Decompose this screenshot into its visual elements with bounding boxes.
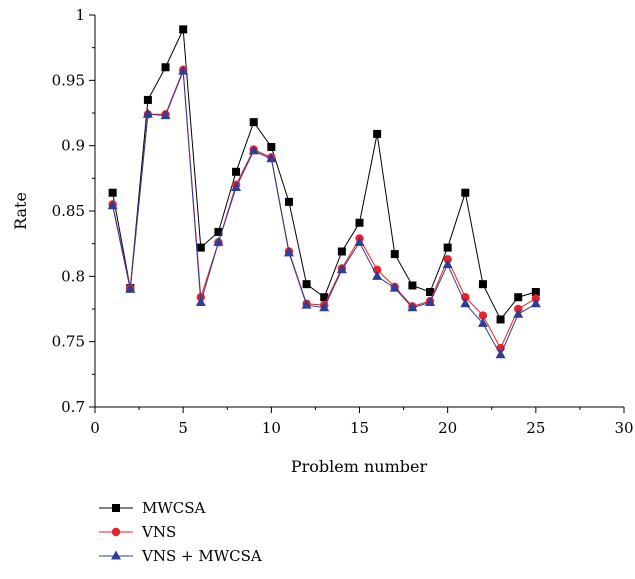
- x-tick-label: 30: [614, 419, 633, 437]
- data-point: [107, 200, 118, 210]
- y-tick-label: 0.7: [61, 398, 85, 416]
- data-point: [232, 167, 241, 176]
- series-square: [108, 25, 540, 324]
- data-point: [337, 247, 346, 256]
- y-tick-label: 0.8: [61, 267, 85, 285]
- data-point: [372, 270, 383, 280]
- data-point: [284, 197, 293, 206]
- legend-entry: VNS: [99, 523, 176, 541]
- legend: MWCSA VNS VNS + MWCSA: [99, 499, 262, 565]
- x-tick-label: 20: [438, 419, 457, 437]
- data-point: [108, 188, 117, 197]
- data-point: [178, 65, 189, 75]
- axes: 0 5 10 15 20 25 30 0.7 0.75 0.8 0.85 0.9 0.95 1: [52, 6, 634, 437]
- legend-marker: [111, 527, 121, 537]
- x-axis-title: Problem number: [291, 457, 428, 476]
- legend-label: VNS + MWCSA: [141, 547, 262, 565]
- data-point: [354, 236, 365, 246]
- data-point: [283, 247, 294, 257]
- data-point: [425, 296, 436, 306]
- data-point: [142, 108, 153, 118]
- data-point: [355, 218, 364, 227]
- data-point: [513, 308, 524, 318]
- data-point: [407, 302, 418, 312]
- x-tick-label: 15: [350, 419, 369, 437]
- data-point: [408, 281, 417, 290]
- data-point: [514, 293, 523, 302]
- data-point: [373, 129, 382, 138]
- series-line: [112, 71, 537, 356]
- data-point: [531, 288, 540, 297]
- y-tick-label: 0.75: [52, 333, 85, 351]
- data-point: [478, 280, 487, 289]
- series-line: [112, 27, 536, 321]
- data-point: [302, 280, 311, 289]
- x-tick-label: 5: [178, 419, 188, 437]
- x-tick-label: 25: [526, 419, 545, 437]
- data-point: [320, 293, 329, 302]
- y-axis-title: Rate: [11, 192, 30, 230]
- data-point: [231, 181, 242, 191]
- data-point: [477, 317, 488, 327]
- data-point: [248, 145, 259, 155]
- data-point: [443, 243, 452, 252]
- data-point: [442, 259, 453, 269]
- legend-entry: VNS + MWCSA: [99, 547, 262, 565]
- data-point: [478, 311, 488, 320]
- data-point: [319, 302, 330, 312]
- data-point: [179, 25, 188, 34]
- data-point: [214, 227, 223, 236]
- legend-entry: MWCSA: [99, 499, 206, 517]
- data-point: [160, 110, 171, 120]
- legend-label: MWCSA: [142, 499, 206, 517]
- x-tick-label: 10: [262, 419, 281, 437]
- data-point: [530, 298, 541, 308]
- data-point: [301, 299, 312, 309]
- data-point: [267, 142, 276, 151]
- y-tick-label: 0.95: [52, 71, 85, 89]
- data-point: [196, 243, 205, 252]
- x-tick-label: 0: [90, 419, 100, 437]
- data-point: [266, 153, 277, 163]
- series-layer: [107, 25, 541, 359]
- data-point: [336, 264, 347, 274]
- data-point: [495, 349, 506, 359]
- data-point: [125, 283, 136, 293]
- legend-label: VNS: [141, 523, 176, 541]
- legend-marker: [111, 550, 121, 560]
- data-point: [390, 250, 399, 259]
- data-point: [461, 188, 470, 197]
- data-point: [213, 236, 224, 246]
- data-point: [249, 118, 258, 127]
- data-point: [143, 95, 152, 104]
- data-point: [426, 288, 435, 297]
- series-triangle: [107, 65, 541, 359]
- y-tick-label: 0.9: [61, 137, 85, 155]
- data-point: [161, 63, 170, 72]
- legend-marker: [112, 504, 120, 512]
- data-point: [389, 282, 400, 292]
- data-point: [460, 298, 471, 308]
- data-point: [496, 315, 505, 324]
- y-tick-label: 0.85: [52, 202, 85, 220]
- y-tick-label: 1: [75, 6, 85, 24]
- data-point: [195, 296, 206, 306]
